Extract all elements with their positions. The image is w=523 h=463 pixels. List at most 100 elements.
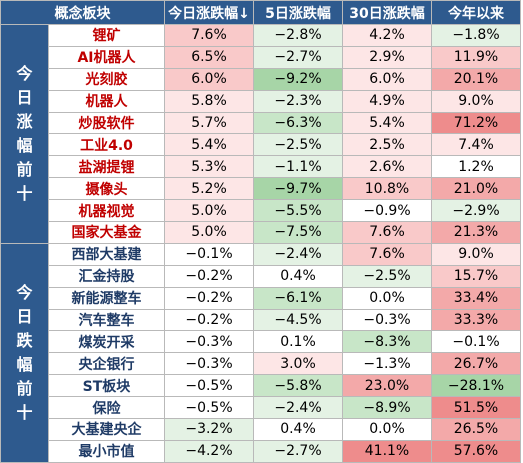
5day-change-cell: −2.8% [253, 24, 343, 47]
today-change-cell: −3.2% [164, 418, 254, 441]
today-change-cell: −4.2% [164, 439, 254, 463]
sector-name[interactable]: 西部大基建 [48, 242, 165, 266]
table-row[interactable]: 光刻胶 6.0% −9.2% 6.0% 20.1% [1, 67, 521, 91]
today-change-cell: 5.2% [164, 177, 254, 201]
5day-change-cell: −9.2% [253, 67, 343, 91]
today-change-cell: 7.6% [164, 24, 254, 47]
5day-change-cell: −2.5% [253, 133, 343, 157]
sector-name[interactable]: 光刻胶 [48, 67, 165, 91]
table-row[interactable]: 最小市值 −4.2% −2.7% 41.1% 57.6% [1, 439, 521, 463]
30day-change-cell: 23.0% [342, 374, 432, 398]
header-today-change[interactable]: 今日涨跌幅↓ [164, 0, 254, 25]
ytd-change-cell: 20.1% [431, 67, 521, 91]
today-change-cell: 5.7% [164, 111, 254, 135]
sector-name[interactable]: 汽车整车 [48, 308, 165, 332]
today-change-cell: −0.3% [164, 330, 254, 354]
header-ytd-change[interactable]: 今年以来 [431, 0, 521, 25]
sector-name[interactable]: 大基建央企 [48, 418, 165, 441]
30day-change-cell: 2.6% [342, 155, 432, 179]
sector-name[interactable]: 摄像头 [48, 177, 165, 201]
today-change-cell: −0.5% [164, 374, 254, 398]
table-row[interactable]: 煤炭开采 −0.3% 0.1% −8.3% −0.1% [1, 330, 521, 354]
ytd-change-cell: 9.0% [431, 89, 521, 113]
table-row[interactable]: 炒股软件 5.7% −6.3% 5.4% 71.2% [1, 111, 521, 135]
table-row[interactable]: ST板块 −0.5% −5.8% 23.0% −28.1% [1, 374, 521, 398]
today-change-cell: 5.3% [164, 155, 254, 179]
30day-change-cell: −8.9% [342, 396, 432, 420]
table-row[interactable]: 国家大基金 5.0% −7.5% 7.6% 21.3% [1, 221, 521, 244]
sector-name[interactable]: 机器视觉 [48, 199, 165, 223]
5day-change-cell: −5.8% [253, 374, 343, 398]
30day-change-cell: −0.3% [342, 308, 432, 332]
5day-change-cell: −2.4% [253, 242, 343, 266]
table-row[interactable]: 央企银行 −0.3% 3.0% −1.3% 26.7% [1, 352, 521, 376]
header-5day-change[interactable]: 5日涨跌幅 [253, 0, 343, 25]
sector-name[interactable]: 工业4.0 [48, 133, 165, 157]
sector-name[interactable]: 炒股软件 [48, 111, 165, 135]
sector-name[interactable]: 央企银行 [48, 352, 165, 376]
ytd-change-cell: 57.6% [431, 439, 521, 463]
table-row[interactable]: 机器人 5.8% −2.3% 4.9% 9.0% [1, 89, 521, 113]
30day-change-cell: 6.0% [342, 67, 432, 91]
today-change-cell: 6.0% [164, 67, 254, 91]
30day-change-cell: −0.9% [342, 199, 432, 223]
table-row[interactable]: AI机器人 6.5% −2.7% 2.9% 11.9% [1, 45, 521, 69]
table-row[interactable]: 汽车整车 −0.2% −4.5% −0.3% 33.3% [1, 308, 521, 332]
sector-name[interactable]: 新能源整车 [48, 286, 165, 310]
30day-change-cell: 2.5% [342, 133, 432, 157]
sector-name[interactable]: 盐湖提锂 [48, 155, 165, 179]
5day-change-cell: −4.5% [253, 308, 343, 332]
sector-name[interactable]: 汇金持股 [48, 264, 165, 288]
table-row[interactable]: 盐湖提锂 5.3% −1.1% 2.6% 1.2% [1, 155, 521, 179]
table-row[interactable]: 工业4.0 5.4% −2.5% 2.5% 7.4% [1, 133, 521, 157]
5day-change-cell: −2.4% [253, 396, 343, 420]
30day-change-cell: 4.9% [342, 89, 432, 113]
sector-name[interactable]: 煤炭开采 [48, 330, 165, 354]
today-change-cell: −0.2% [164, 264, 254, 288]
30day-change-cell: 2.9% [342, 45, 432, 69]
table-row[interactable]: 汇金持股 −0.2% 0.4% −2.5% 15.7% [1, 264, 521, 288]
5day-change-cell: −2.7% [253, 439, 343, 463]
sector-name[interactable]: 机器人 [48, 89, 165, 113]
ytd-change-cell: 33.3% [431, 308, 521, 332]
sector-name[interactable]: 最小市值 [48, 439, 165, 463]
30day-change-cell: 7.6% [342, 221, 432, 244]
sector-name[interactable]: ST板块 [48, 374, 165, 398]
table-row[interactable]: 机器视觉 5.0% −5.5% −0.9% −2.9% [1, 199, 521, 223]
table-row[interactable]: 大基建央企 −3.2% 0.4% 0.0% 26.5% [1, 418, 521, 441]
ytd-change-cell: 15.7% [431, 264, 521, 288]
header-sector[interactable]: 概念板块 [0, 0, 165, 25]
ytd-change-cell: 21.3% [431, 221, 521, 244]
30day-change-cell: 7.6% [342, 242, 432, 266]
30day-change-cell: −8.3% [342, 330, 432, 354]
today-change-cell: 5.0% [164, 221, 254, 244]
5day-change-cell: 0.1% [253, 330, 343, 354]
30day-change-cell: 0.0% [342, 286, 432, 310]
header-30day-change[interactable]: 30日涨跌幅 [342, 0, 432, 25]
header-row: 概念板块 今日涨跌幅↓ 5日涨跌幅 30日涨跌幅 今年以来 [0, 0, 521, 25]
table-row[interactable]: 今日跌幅前十 西部大基建 −0.1% −2.4% 7.6% 9.0% [0, 242, 521, 463]
sector-name[interactable]: 保险 [48, 396, 165, 420]
5day-change-cell: −6.3% [253, 111, 343, 135]
table-row[interactable]: 今日涨幅前十 锂矿 7.6% −2.8% 4.2% −1.8% [0, 24, 521, 244]
ytd-change-cell: 7.4% [431, 133, 521, 157]
sector-name[interactable]: 国家大基金 [48, 221, 165, 244]
table-row[interactable]: 摄像头 5.2% −9.7% 10.8% 21.0% [1, 177, 521, 201]
table-row[interactable]: 保险 −0.5% −2.4% −8.9% 51.5% [1, 396, 521, 420]
5day-change-cell: −2.3% [253, 89, 343, 113]
table-row[interactable]: 新能源整车 −0.2% −6.1% 0.0% 33.4% [1, 286, 521, 310]
ytd-change-cell: −0.1% [431, 330, 521, 354]
group-label-text: 今日跌幅前十 [16, 282, 33, 422]
sector-name[interactable]: 锂矿 [48, 24, 165, 47]
ytd-change-cell: 33.4% [431, 286, 521, 310]
30day-change-cell: 0.0% [342, 418, 432, 441]
5day-change-cell: −6.1% [253, 286, 343, 310]
today-change-cell: 6.5% [164, 45, 254, 69]
ytd-change-cell: −2.9% [431, 199, 521, 223]
sector-name[interactable]: AI机器人 [48, 45, 165, 69]
5day-change-cell: 0.4% [253, 418, 343, 441]
group-label-text: 今日涨幅前十 [16, 63, 33, 203]
30day-change-cell: −2.5% [342, 264, 432, 288]
